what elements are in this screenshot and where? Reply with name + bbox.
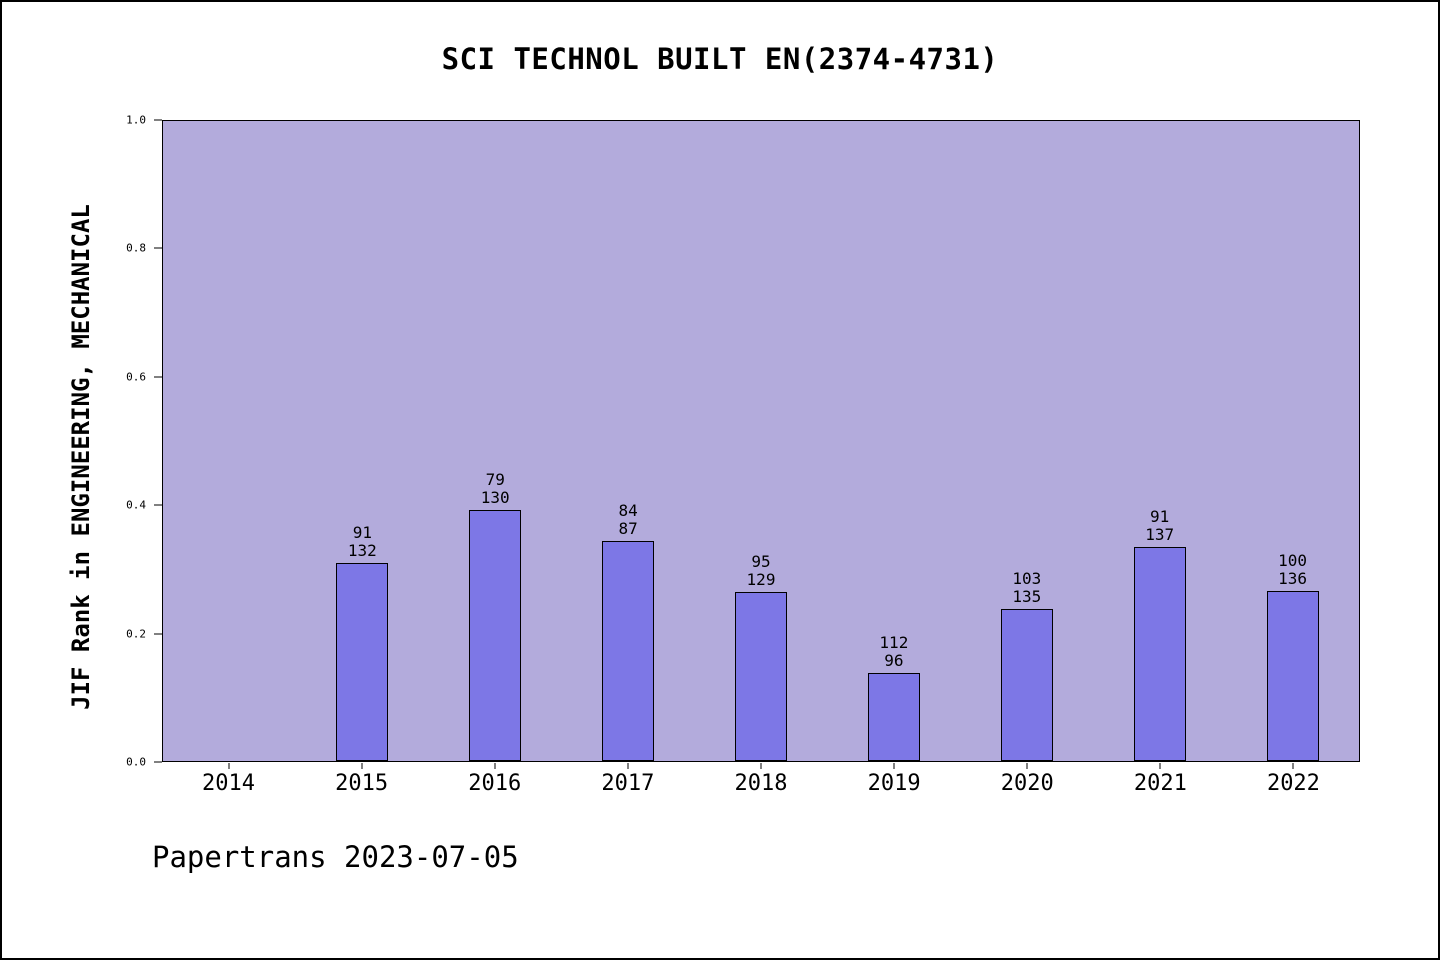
bar-value-label: 103 135 xyxy=(1012,568,1042,606)
x-tick-label-2019: 2019 xyxy=(867,771,921,796)
x-tick-label-2017: 2017 xyxy=(601,771,655,796)
bar-rect xyxy=(1266,591,1319,761)
bar-label-total: 96 xyxy=(884,651,904,671)
y-tick-mark xyxy=(154,247,162,249)
bar-label-rank: 103 xyxy=(1012,568,1042,588)
x-tick-label-2016: 2016 xyxy=(468,771,522,796)
bar-value-label: 91 137 xyxy=(1145,506,1175,544)
y-tick-mark xyxy=(154,119,162,121)
x-tick-mark xyxy=(1292,763,1294,769)
bar-2020: 103 135 xyxy=(1000,569,1053,761)
x-tick-label-2021: 2021 xyxy=(1133,771,1187,796)
bar-label-total: 132 xyxy=(347,540,377,560)
bar-value-label: 91 132 xyxy=(347,522,377,560)
x-tick-mark xyxy=(361,763,363,769)
bar-value-label: 112 96 xyxy=(879,634,908,670)
x-tick-mark xyxy=(228,763,230,769)
bar-2019: 112 96 xyxy=(867,634,920,761)
x-tick-mark xyxy=(760,763,762,769)
y-tick-label: 0.8 xyxy=(126,241,146,255)
bar-label-total: 136 xyxy=(1278,569,1307,589)
x-axis-ticks: 2014 2015 2016 2017 2018 2019 2020 2021 2022 xyxy=(162,763,1360,823)
chart-title: SCI TECHNOL BUILT EN(2374-4731) xyxy=(441,42,999,76)
watermark-text: Papertrans 2023-07-05 xyxy=(152,840,519,874)
bar-label-rank: 91 xyxy=(352,522,372,542)
bar-label-rank: 112 xyxy=(879,633,909,653)
x-tick-mark xyxy=(494,763,496,769)
bar-rect xyxy=(1000,608,1053,761)
y-tick-mark xyxy=(154,761,162,763)
y-tick-label: 0.6 xyxy=(126,370,146,384)
x-tick-label-2020: 2020 xyxy=(1000,771,1054,796)
bar-label-total: 87 xyxy=(618,519,638,539)
x-tick-label-2015: 2015 xyxy=(335,771,389,796)
y-tick-label: 0.0 xyxy=(126,755,146,769)
bar-2018: 95 129 xyxy=(735,553,787,761)
bar-rect xyxy=(1133,546,1186,761)
y-tick-mark xyxy=(154,504,162,506)
x-tick-mark xyxy=(1026,763,1028,769)
bar-rect xyxy=(336,562,389,761)
y-tick-label: 0.2 xyxy=(126,627,146,641)
bar-rect xyxy=(602,541,655,761)
bar-value-label: 95 129 xyxy=(747,553,776,589)
y-axis-ticks: 0.0 0.2 0.4 0.6 0.8 1.0 xyxy=(2,115,162,768)
bar-label-total: 129 xyxy=(746,570,776,590)
bar-label-total: 137 xyxy=(1145,524,1175,544)
plot-area: 91 132 79 130 84 87 95 129 112 96 103 135 91 137 100 13… xyxy=(162,120,1360,762)
bar-label-total: 130 xyxy=(480,488,510,508)
bar-rect xyxy=(867,673,920,761)
bar-label-rank: 84 xyxy=(618,501,638,521)
bar-label-rank: 91 xyxy=(1150,506,1170,526)
bar-2015: 91 132 xyxy=(336,523,389,761)
bar-2017: 84 87 xyxy=(602,502,655,761)
y-tick-mark xyxy=(154,633,162,635)
y-tick-label: 1.0 xyxy=(126,113,146,127)
bar-label-rank: 95 xyxy=(751,552,771,572)
x-tick-label-2022: 2022 xyxy=(1266,771,1320,796)
bar-value-label: 79 130 xyxy=(481,471,510,507)
bar-label-rank: 79 xyxy=(485,470,505,490)
x-tick-mark xyxy=(627,763,629,769)
bar-value-label: 100 136 xyxy=(1278,552,1307,588)
bar-rect xyxy=(735,592,787,761)
x-tick-label-2018: 2018 xyxy=(734,771,788,796)
y-tick-mark xyxy=(154,376,162,378)
x-tick-mark xyxy=(1159,763,1161,769)
bar-2022: 100 136 xyxy=(1266,552,1319,761)
bar-rect xyxy=(469,510,522,761)
bar-label-rank: 100 xyxy=(1278,551,1307,571)
x-tick-label-2014: 2014 xyxy=(202,771,256,796)
bar-value-label: 84 87 xyxy=(618,502,637,538)
bar-label-total: 135 xyxy=(1012,586,1042,606)
y-tick-label: 0.4 xyxy=(126,498,146,512)
bar-2016: 79 130 xyxy=(469,471,522,761)
bar-2021: 91 137 xyxy=(1133,507,1186,761)
x-tick-mark xyxy=(893,763,895,769)
